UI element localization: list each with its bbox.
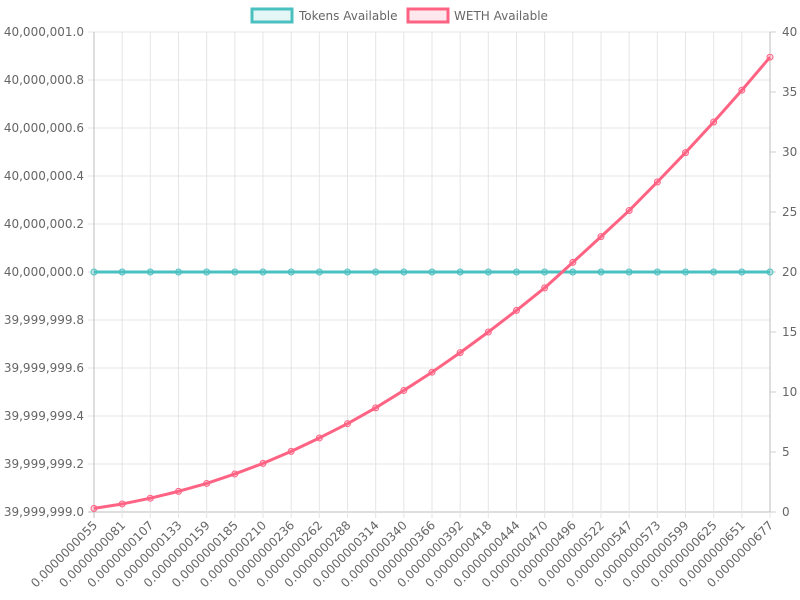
data-point xyxy=(315,434,323,442)
legend-swatch xyxy=(406,7,450,24)
left-y-axis: 39,999,999.0 39,999,999.2 39,999,999.4 39,9… xyxy=(4,25,84,519)
right-axis-tick-label: 10 xyxy=(782,385,797,399)
data-point xyxy=(513,268,520,276)
series-layer xyxy=(90,53,774,512)
data-point xyxy=(682,149,689,157)
data-point xyxy=(315,268,323,276)
left-axis-tick-label: 39,999,999.2 xyxy=(4,457,84,471)
right-axis-tick-label: 5 xyxy=(782,445,790,459)
x-axis: 0.00000000550.00000000810.00000001070.00… xyxy=(28,518,776,590)
data-point xyxy=(738,86,746,94)
data-point xyxy=(146,268,154,276)
data-point xyxy=(259,459,267,467)
grid-lines xyxy=(88,31,771,518)
data-point xyxy=(231,470,239,478)
data-point xyxy=(569,258,577,266)
data-point xyxy=(231,268,239,276)
data-point xyxy=(90,268,98,276)
left-axis-tick-label: 40,000,000.0 xyxy=(4,265,84,279)
legend-label: WETH Available xyxy=(454,9,548,23)
left-axis-tick-label: 40,000,000.2 xyxy=(4,217,84,231)
data-point xyxy=(118,500,126,508)
data-point xyxy=(259,268,267,276)
data-point xyxy=(456,349,464,357)
data-point xyxy=(428,268,436,276)
data-point xyxy=(625,207,633,215)
left-axis-tick-label: 39,999,999.8 xyxy=(4,313,84,327)
data-point xyxy=(513,306,520,314)
data-point xyxy=(710,118,718,126)
right-axis-tick-label: 15 xyxy=(782,325,797,339)
data-point xyxy=(118,268,126,276)
legend-swatch xyxy=(250,7,294,24)
data-point xyxy=(287,268,295,276)
data-point xyxy=(541,284,549,292)
data-point xyxy=(456,268,464,276)
data-point xyxy=(766,268,774,276)
left-axis-tick-label: 39,999,999.4 xyxy=(4,409,84,423)
data-point xyxy=(175,487,182,495)
data-point xyxy=(484,268,492,276)
data-point xyxy=(738,268,746,276)
data-point xyxy=(287,447,295,455)
data-point xyxy=(428,368,436,376)
data-point xyxy=(372,268,380,276)
left-axis-tick-label: 40,000,001.0 xyxy=(4,25,84,39)
right-axis-tick-label: 25 xyxy=(782,205,797,219)
data-point xyxy=(344,268,351,276)
data-point xyxy=(625,268,633,276)
data-point xyxy=(682,268,689,276)
right-axis-tick-label: 30 xyxy=(782,145,797,159)
data-point xyxy=(90,504,98,512)
left-axis-tick-label: 40,000,000.8 xyxy=(4,73,84,87)
data-point xyxy=(175,268,182,276)
data-point xyxy=(597,233,605,241)
left-axis-tick-label: 40,000,000.6 xyxy=(4,121,84,135)
right-axis-tick-label: 35 xyxy=(782,85,797,99)
data-point xyxy=(653,178,661,186)
data-point xyxy=(766,53,774,61)
right-axis-tick-label: 0 xyxy=(782,505,790,519)
legend-label: Tokens Available xyxy=(298,9,398,23)
left-axis-tick-label: 39,999,999.0 xyxy=(4,505,84,519)
data-point xyxy=(372,404,380,412)
data-point xyxy=(344,420,351,428)
data-point xyxy=(400,268,408,276)
data-point xyxy=(597,268,605,276)
left-axis-tick-label: 40,000,000.4 xyxy=(4,169,84,183)
data-point xyxy=(541,268,549,276)
data-point xyxy=(203,268,211,276)
data-point xyxy=(484,328,492,336)
series-line-2 xyxy=(93,56,772,510)
data-point xyxy=(203,479,211,487)
right-axis-tick-label: 20 xyxy=(782,265,797,279)
legend: Tokens Available WETH Available xyxy=(250,7,548,24)
left-axis-tick-label: 39,999,999.6 xyxy=(4,361,84,375)
right-axis-tick-label: 40 xyxy=(782,25,797,39)
data-point xyxy=(710,268,718,276)
data-point xyxy=(653,268,661,276)
right-y-axis: 0 5 10 15 20 25 30 35 40 xyxy=(770,25,797,519)
data-point xyxy=(569,268,577,276)
data-point xyxy=(146,494,154,502)
data-point xyxy=(400,386,408,394)
